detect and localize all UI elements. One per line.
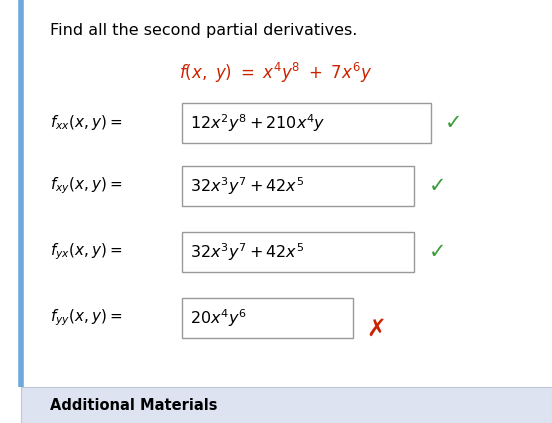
- Text: $32x^3y^7 + 42x^5$: $32x^3y^7 + 42x^5$: [190, 175, 305, 197]
- Text: $f_{xy}(x, y) =$: $f_{xy}(x, y) =$: [50, 176, 122, 196]
- Text: $f_{xx}(x, y) =$: $f_{xx}(x, y) =$: [50, 113, 122, 132]
- Text: ✓: ✓: [445, 113, 463, 133]
- Text: Find all the second partial derivatives.: Find all the second partial derivatives.: [50, 23, 357, 38]
- Text: ✓: ✓: [428, 242, 446, 262]
- Text: $f_{yy}(x, y) =$: $f_{yy}(x, y) =$: [50, 308, 122, 328]
- Text: ✗: ✗: [367, 317, 386, 341]
- FancyBboxPatch shape: [182, 166, 414, 206]
- FancyBboxPatch shape: [21, 387, 552, 423]
- Text: $20x^4y^6$: $20x^4y^6$: [190, 307, 247, 329]
- Text: $12x^2y^8 + 210x^4y$: $12x^2y^8 + 210x^4y$: [190, 112, 326, 134]
- FancyBboxPatch shape: [182, 103, 431, 143]
- Text: $32x^3y^7 + 42x^5$: $32x^3y^7 + 42x^5$: [190, 241, 305, 263]
- Text: Additional Materials: Additional Materials: [50, 398, 217, 412]
- Text: $\mathit{f}(x,\ y)\ =\ x^4y^8\ +\ 7x^6y$: $\mathit{f}(x,\ y)\ =\ x^4y^8\ +\ 7x^6y$: [179, 61, 373, 85]
- FancyBboxPatch shape: [182, 232, 414, 272]
- FancyBboxPatch shape: [182, 298, 353, 338]
- Text: $f_{yx}(x, y) =$: $f_{yx}(x, y) =$: [50, 242, 122, 262]
- Text: ✓: ✓: [428, 176, 446, 196]
